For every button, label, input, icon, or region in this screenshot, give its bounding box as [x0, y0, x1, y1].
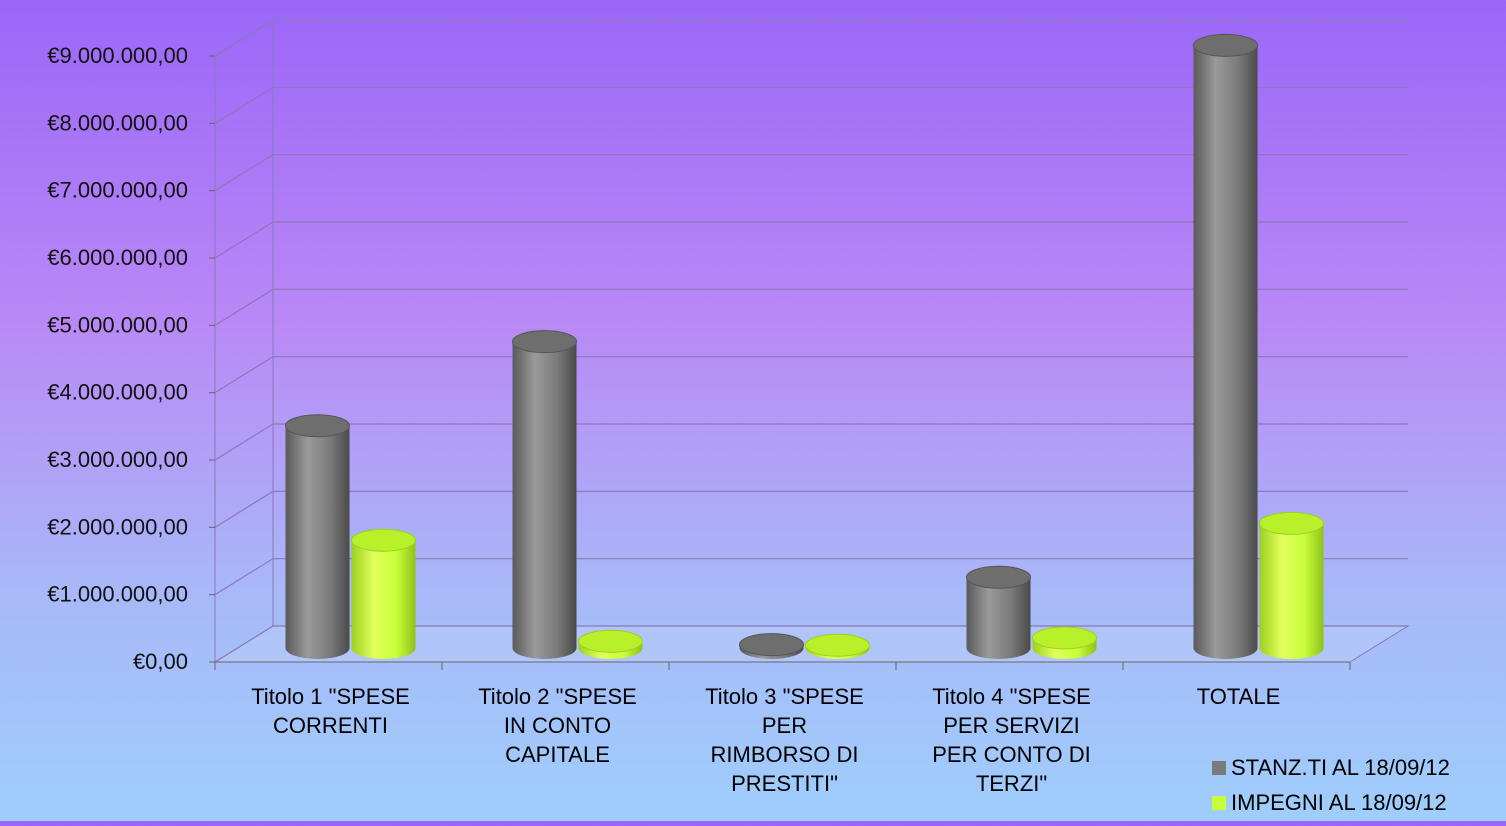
bar	[1259, 511, 1324, 659]
ytick-label: €3.000.000,00	[47, 447, 188, 472]
bar-body	[512, 341, 577, 659]
bar	[351, 528, 416, 659]
ytick-label: €5.000.000,00	[47, 312, 188, 337]
xtick-label: Titolo 4 "SPESE PER SERVIZI PER CONTO DI TE…	[907, 682, 1117, 798]
bar-body	[351, 540, 416, 659]
xtick-label-line: PER CONTO DI	[932, 742, 1091, 767]
bar	[739, 633, 804, 659]
legend-label: STANZ.TI AL 18/09/12	[1231, 754, 1450, 780]
xtick-label-line: TERZI"	[975, 771, 1048, 796]
ytick-label: €7.000.000,00	[47, 178, 188, 203]
xtick-label-line: Titolo 2 "SPESE	[478, 684, 637, 709]
xtick-label: Titolo 3 "SPESE PER RIMBORSO DI PRESTITI"	[680, 682, 890, 798]
xtick-label-line: CAPITALE	[505, 742, 610, 767]
bar	[805, 633, 870, 659]
gridline	[214, 86, 1408, 124]
gridline	[214, 19, 1408, 57]
bar-top	[1032, 626, 1097, 650]
ytick-label: €8.000.000,00	[47, 110, 188, 135]
bar-top	[1259, 511, 1324, 535]
gridline	[214, 423, 1408, 461]
bar	[512, 330, 577, 659]
bar	[285, 414, 350, 659]
legend-swatch	[1212, 760, 1226, 775]
gridline	[214, 558, 1408, 596]
xtick-label-line: TOTALE	[1196, 684, 1281, 709]
bar	[966, 565, 1031, 659]
xtick-label-line: Titolo 1 "SPESE	[251, 684, 410, 709]
bar-top	[805, 633, 870, 657]
xtick-label-line: Titolo 3 "SPESE	[705, 684, 864, 709]
xtick-label-line: PER	[761, 713, 808, 738]
bar-top	[1193, 33, 1258, 57]
bar-body	[285, 425, 350, 659]
gridline	[214, 490, 1408, 528]
xtick-label-line: Titolo 4 "SPESE	[932, 684, 1091, 709]
xtick-label: Titolo 2 "SPESE IN CONTO CAPITALE	[453, 682, 663, 769]
legend: STANZ.TI AL 18/09/12 IMPEGNI AL 18/09/12	[1212, 750, 1450, 820]
bar	[1193, 33, 1258, 660]
gridline	[214, 288, 1408, 326]
ytick-label: €1.000.000,00	[47, 582, 188, 607]
bar-body	[1259, 523, 1324, 659]
bar-top	[285, 414, 350, 438]
xtick-label-line: IN CONTO	[503, 713, 612, 738]
gridline	[214, 356, 1408, 394]
xtick-label-line: CORRENTI	[273, 713, 388, 738]
bar-body	[1193, 45, 1258, 660]
legend-swatch	[1212, 795, 1226, 810]
legend-item: STANZ.TI AL 18/09/12	[1212, 750, 1450, 785]
ytick-label: €2.000.000,00	[47, 514, 188, 539]
bar-top	[739, 633, 804, 657]
ytick-label: €9.000.000,00	[47, 43, 188, 68]
xtick-label: TOTALE	[1134, 682, 1344, 711]
ytick-label: €4.000.000,00	[47, 380, 188, 405]
legend-label: IMPEGNI AL 18/09/12	[1231, 789, 1447, 815]
bar-top	[512, 330, 577, 354]
xtick-label-line: PER SERVIZI	[943, 713, 1080, 738]
xtick-label-line: RIMBORSO DI	[710, 742, 859, 767]
bar-top	[966, 565, 1031, 589]
ytick-label: €6.000.000,00	[47, 245, 188, 270]
bar	[1032, 626, 1097, 659]
xtick-label-line: PRESTITI"	[731, 771, 838, 796]
legend-item: IMPEGNI AL 18/09/12	[1212, 785, 1450, 820]
bar-body	[966, 577, 1031, 659]
gridline	[214, 221, 1408, 259]
gridline	[214, 154, 1408, 192]
xtick-label: Titolo 1 "SPESE CORRENTI	[226, 682, 436, 740]
bar	[578, 629, 643, 659]
bar-top	[351, 528, 416, 552]
ytick-label: €0,00	[133, 649, 188, 674]
bar-top	[578, 629, 643, 653]
